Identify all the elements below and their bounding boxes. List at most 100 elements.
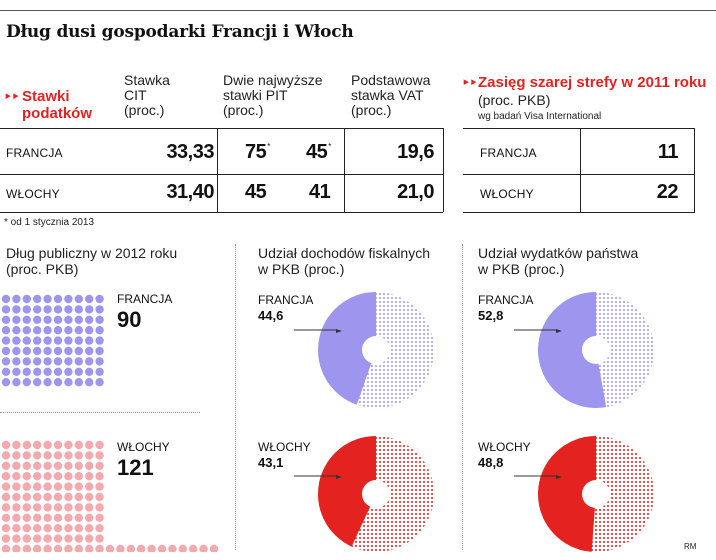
debt-dot <box>53 524 63 533</box>
debt-dot <box>12 482 21 491</box>
debt-dot <box>64 315 73 324</box>
col-cit-h2: CIT <box>124 87 147 103</box>
debt-dot <box>64 544 73 552</box>
debt-dot <box>43 326 52 335</box>
debt-dot <box>74 305 84 314</box>
debt-italy-dots <box>1 440 219 552</box>
debt-dot <box>33 367 42 376</box>
col-vat-h1: Podstawowa <box>351 72 431 88</box>
debt-dot <box>33 503 42 512</box>
income-france-value: 44,6 <box>258 308 284 323</box>
debt-dot <box>74 326 84 335</box>
debt-dot <box>1 305 11 314</box>
debt-dot <box>43 534 52 543</box>
debt-title: Dług publiczny w 2012 roku (proc. PKB) <box>6 245 177 277</box>
table-rule <box>0 128 443 129</box>
debt-dot <box>85 492 94 502</box>
debt-dot <box>43 513 52 522</box>
debt-dot <box>64 440 73 450</box>
debt-dot <box>74 357 84 366</box>
col-pit-header: Dwie najwyższe stawki PIT (proc.) <box>223 73 323 118</box>
col-pit-h2: stawki PIT <box>223 87 288 103</box>
debt-dot <box>1 451 11 460</box>
chevron-icon: ‣‣ <box>4 89 20 104</box>
pie-value-slice <box>318 436 376 547</box>
tax-section-label-line2: podatków <box>22 105 92 122</box>
debt-dot <box>53 513 63 522</box>
debt-dot <box>43 482 52 491</box>
debt-dot <box>85 534 94 543</box>
debt-dot <box>95 503 104 512</box>
debt-italy-label: WŁOCHY <box>117 440 170 454</box>
debt-dot <box>43 544 52 552</box>
pie-hole <box>362 336 390 364</box>
debt-dot <box>43 440 52 450</box>
debt-dot <box>85 544 94 552</box>
debt-dot <box>64 326 73 335</box>
spending-italy-pie <box>514 436 654 552</box>
debt-dot <box>43 367 52 376</box>
debt-dot <box>64 524 73 533</box>
debt-dot <box>12 315 21 324</box>
debt-dot <box>1 326 11 335</box>
debt-dot <box>53 472 63 481</box>
row-italy-pit1: 45 <box>245 181 267 203</box>
debt-dot <box>64 378 73 387</box>
debt-dot <box>12 440 21 450</box>
pit2-value: 45 <box>306 141 328 163</box>
debt-dot <box>74 336 84 345</box>
spending-france-value: 52,8 <box>478 308 504 323</box>
debt-dot <box>43 461 52 470</box>
debt-dot <box>1 378 11 387</box>
row-france-country: FRANCJA <box>6 146 63 160</box>
debt-dot <box>33 524 42 533</box>
debt-dot <box>53 482 63 491</box>
debt-dot <box>95 451 104 460</box>
pie-value-slice <box>537 292 607 408</box>
debt-dot <box>85 524 94 533</box>
chevron-icon: ‣‣ <box>462 75 478 90</box>
arrow-icon <box>336 475 342 479</box>
debt-dot <box>22 357 31 366</box>
col-divider <box>443 128 444 212</box>
debt-dot <box>43 294 52 304</box>
debt-dot <box>95 336 104 345</box>
debt-dot <box>33 492 42 502</box>
grey-zone-title: Zasięg szarej strefy w 2011 roku <box>478 74 707 91</box>
debt-dot <box>22 482 31 491</box>
row-italy-vat: 21,0 <box>397 181 434 203</box>
debt-dot <box>12 294 21 304</box>
debt-dot <box>85 336 94 345</box>
debt-dot <box>43 472 52 481</box>
debt-dot <box>85 482 94 491</box>
top-rule <box>0 10 716 11</box>
debt-dot <box>74 367 84 376</box>
footnote: * od 1 stycznia 2013 <box>4 217 95 228</box>
debt-dot <box>64 513 73 522</box>
section-divider <box>235 244 236 550</box>
debt-dot <box>53 305 63 314</box>
debt-dot <box>1 461 11 470</box>
debt-dot <box>1 346 11 356</box>
debt-dot <box>22 461 31 470</box>
table-rule <box>463 128 695 129</box>
debt-dot <box>33 378 42 387</box>
debt-dot <box>12 357 21 366</box>
debt-dot <box>22 503 31 512</box>
debt-dot <box>43 315 52 324</box>
debt-dot <box>85 451 94 460</box>
debt-dot <box>22 367 31 376</box>
debt-dot <box>43 305 52 314</box>
debt-dot <box>22 451 31 460</box>
table-rule <box>0 212 443 213</box>
row-france-pit1: 75* <box>245 141 270 164</box>
debt-dot <box>43 357 52 366</box>
debt-dot <box>85 472 94 481</box>
debt-dot <box>74 513 84 522</box>
debt-dot <box>85 326 94 335</box>
debt-dot <box>199 544 208 552</box>
tax-section-label-line1: Stawki <box>22 88 70 105</box>
debt-dot <box>74 544 83 552</box>
debt-dot <box>33 305 42 314</box>
debt-dot <box>43 503 52 512</box>
